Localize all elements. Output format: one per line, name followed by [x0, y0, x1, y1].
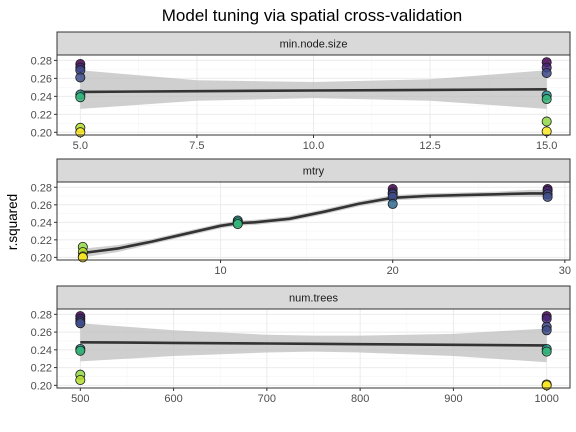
x-tick-label: 12.5	[419, 140, 440, 152]
data-point	[75, 92, 86, 103]
data-point	[541, 116, 552, 127]
x-tick-label: 800	[351, 393, 369, 405]
data-point	[75, 345, 86, 356]
data-point	[387, 198, 398, 209]
x-tick-label: 7.5	[189, 140, 204, 152]
y-tick-label: 0.20	[31, 252, 52, 264]
facet-mtry: 0.20 0.22 0.24 0.26 0.28 10 20 30 mtry	[31, 158, 571, 277]
y-tick-label: 0.24	[31, 91, 52, 103]
data-point	[75, 375, 86, 386]
data-point	[77, 252, 88, 263]
chart-title: Model tuning via spatial cross-validatio…	[162, 6, 463, 25]
facet-strip	[56, 158, 571, 183]
x-tick-label: 15.0	[536, 140, 557, 152]
x-tick-label: 10	[214, 265, 226, 277]
y-tick-label: 0.28	[31, 309, 52, 321]
data-point	[541, 94, 552, 105]
facet-min-node-size: 0.20 0.22 0.24 0.26 0.28 5.0 7.5 10.0 12.5 15.0 mi…	[31, 31, 571, 152]
y-tick-label: 0.26	[31, 327, 52, 339]
facet-num-trees: 0.20 0.22 0.24 0.26 0.28 500 600 700 800 900 1000 n…	[31, 285, 571, 405]
y-tick-label: 0.22	[31, 363, 52, 375]
x-tick-label: 10.0	[303, 140, 324, 152]
data-point	[541, 380, 552, 391]
smooth-line	[80, 88, 547, 94]
smooth-line	[82, 192, 548, 255]
y-tick-label: 0.22	[31, 109, 52, 121]
confidence-band	[82, 189, 548, 258]
x-tick-label: 5.0	[73, 140, 88, 152]
y-tick-label: 0.24	[31, 217, 52, 229]
y-tick-label: 0.28	[31, 182, 52, 194]
x-tick-label: 20	[387, 265, 399, 277]
y-tick-label: 0.26	[31, 73, 52, 85]
x-tick-label: 600	[164, 393, 182, 405]
y-tick-label: 0.20	[31, 127, 52, 139]
y-tick-label: 0.22	[31, 235, 52, 247]
facet-strip-label: min.node.size	[280, 39, 348, 51]
y-tick-label: 0.28	[31, 55, 52, 67]
data-point	[75, 127, 86, 138]
x-tick-label: 30	[559, 265, 571, 277]
y-axis-label: r.squared	[5, 194, 20, 250]
data-point	[542, 191, 553, 202]
smooth-line	[80, 341, 547, 347]
x-tick-label: 1000	[534, 393, 558, 405]
x-tick-label: 900	[444, 393, 462, 405]
data-point	[541, 346, 552, 357]
facet-strip	[56, 285, 571, 310]
x-tick-label: 500	[71, 393, 89, 405]
data-point	[541, 325, 552, 336]
facet-strip	[56, 31, 571, 56]
y-tick-label: 0.20	[31, 380, 52, 392]
data-point	[232, 219, 243, 230]
facet-strip-label: mtry	[303, 166, 325, 178]
data-point	[75, 318, 86, 329]
y-tick-label: 0.26	[31, 200, 52, 212]
y-tick-label: 0.24	[31, 345, 52, 357]
data-point	[541, 67, 552, 78]
facet-panels: 0.20 0.22 0.24 0.26 0.28 5.0 7.5 10.0 12.5 15.0 mi…	[31, 31, 571, 405]
x-tick-label: 700	[258, 393, 276, 405]
data-point	[541, 126, 552, 137]
data-point	[75, 72, 86, 83]
facet-strip-label: num.trees	[289, 293, 338, 305]
